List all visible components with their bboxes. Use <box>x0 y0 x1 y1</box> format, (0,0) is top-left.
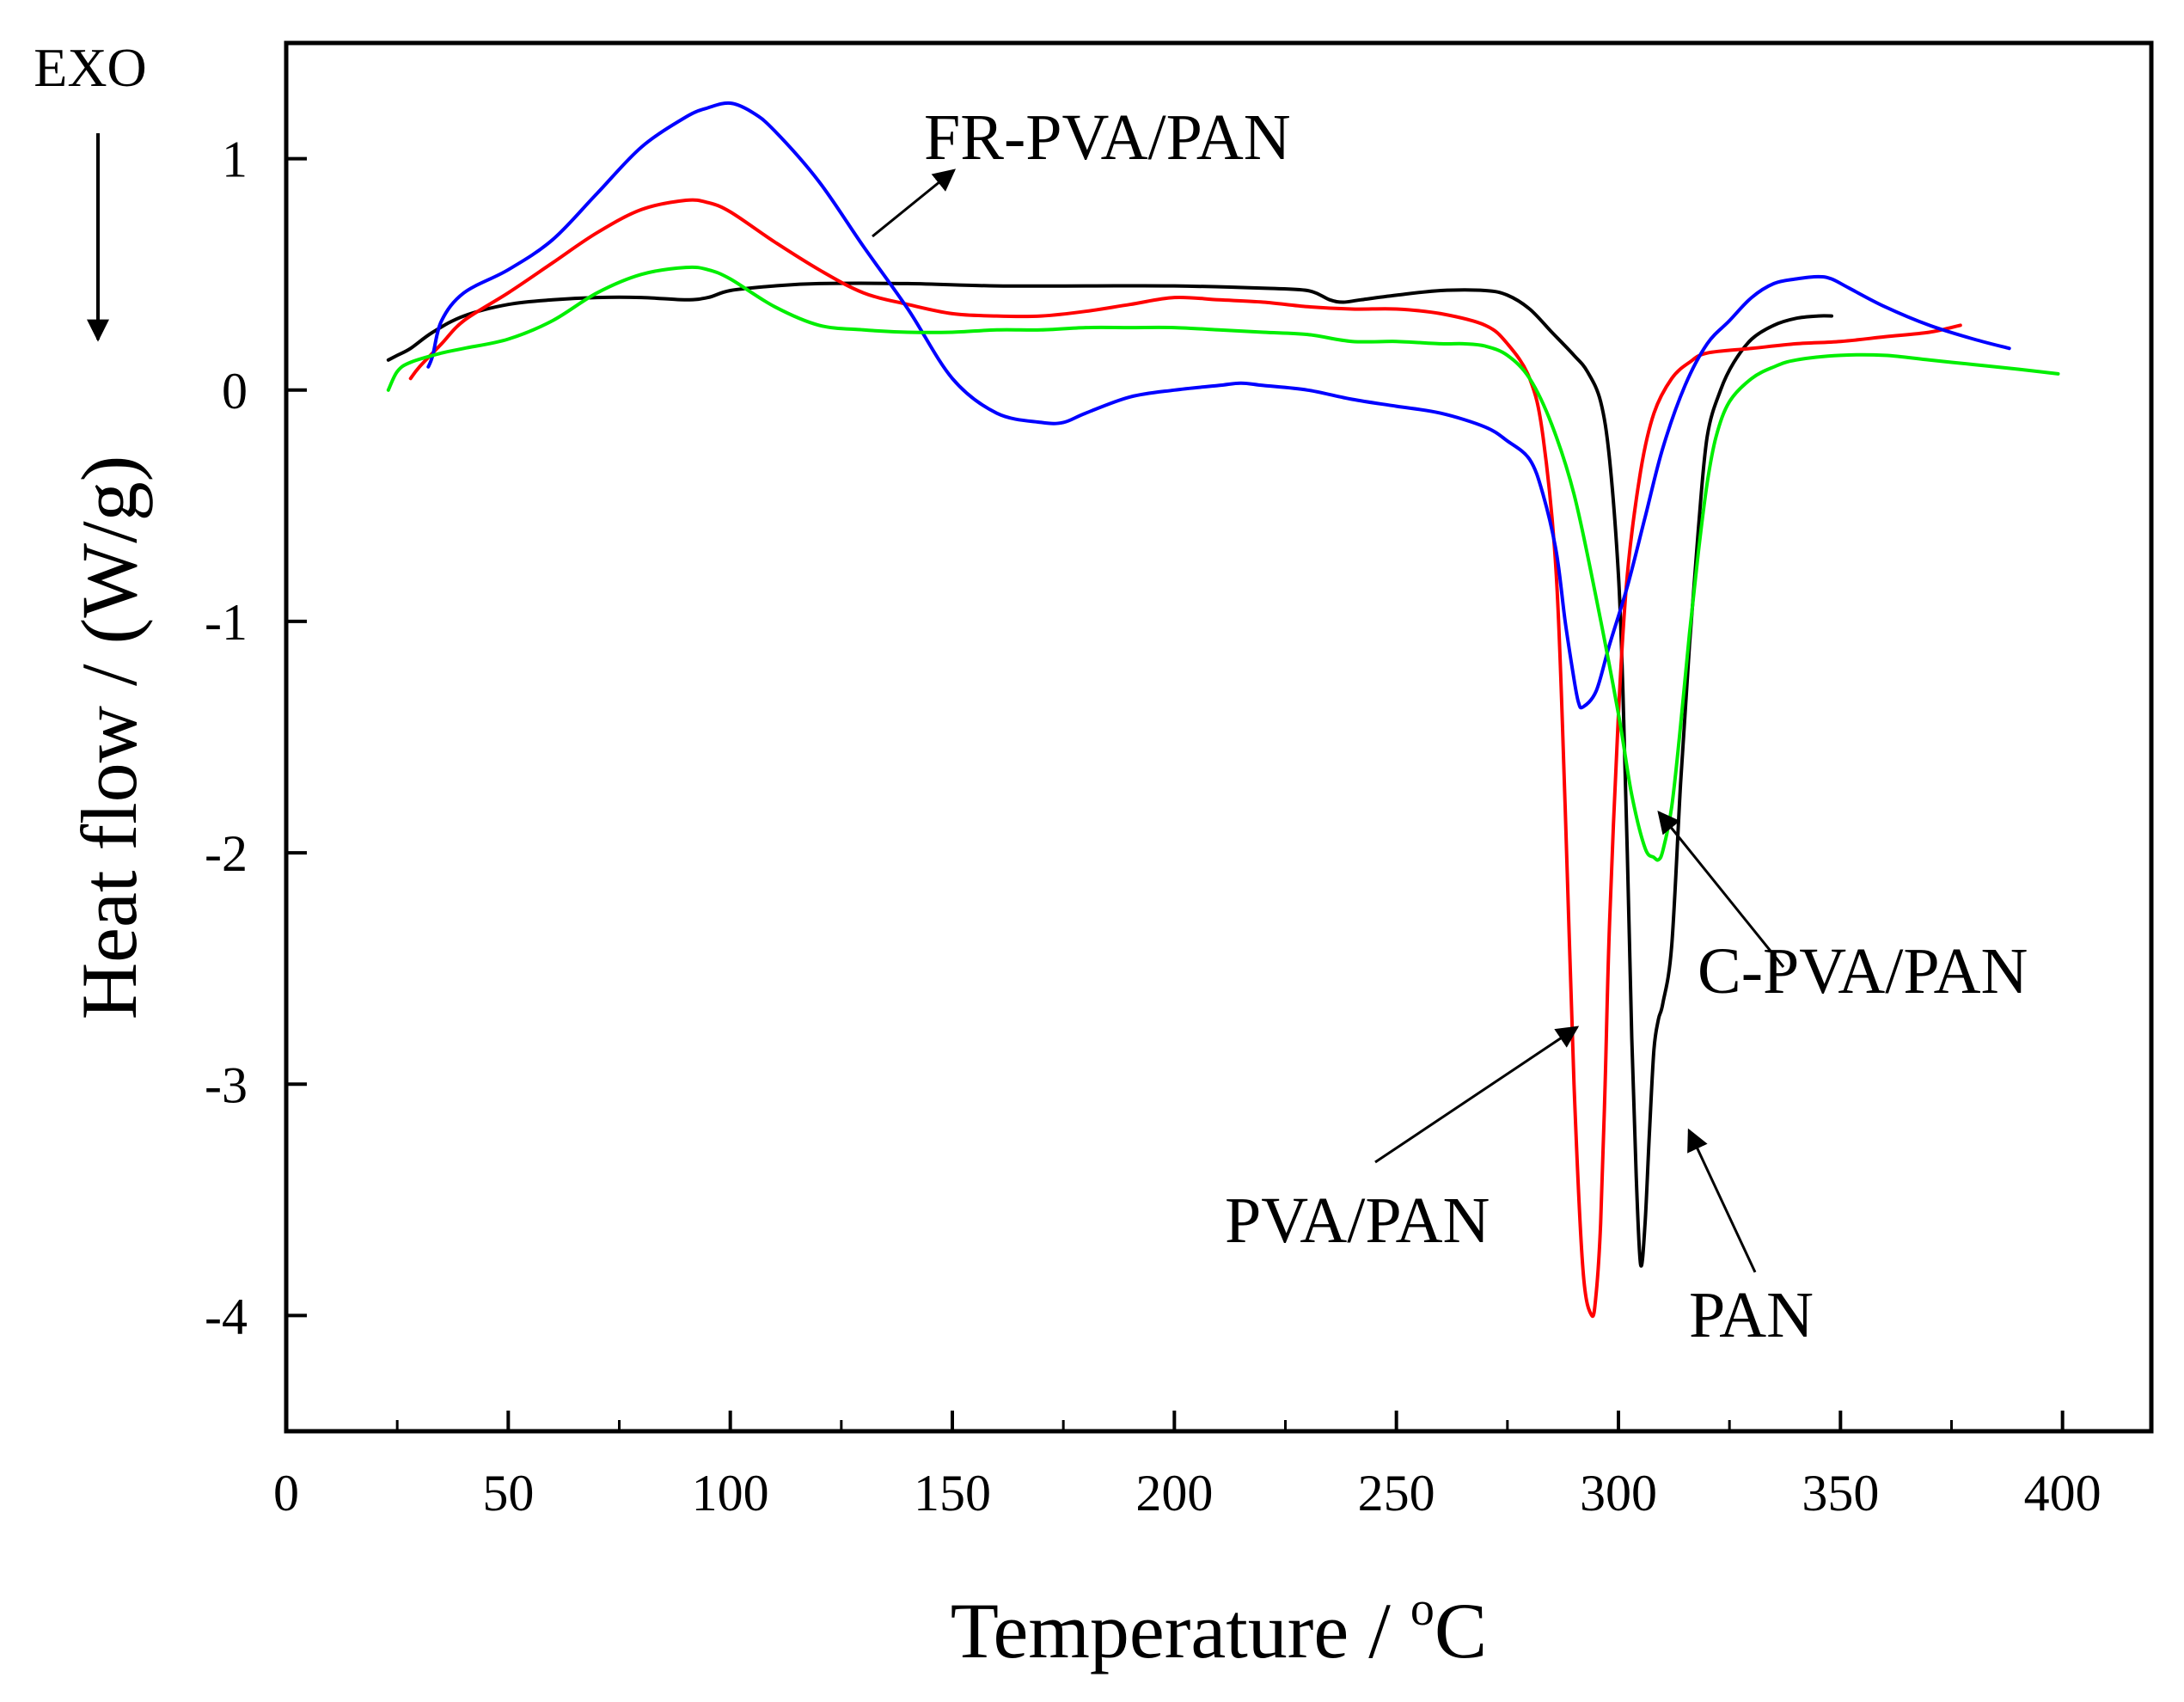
exo-label: EXO <box>34 37 147 98</box>
annotation-pan: PAN <box>1689 1279 1814 1351</box>
series-line-pva-pan <box>408 198 1962 1319</box>
x-tick-label-0: 0 <box>273 1465 299 1521</box>
x-tick-label-150: 150 <box>914 1465 991 1521</box>
annotation-pva-pan: PVA/PAN <box>1225 1185 1490 1257</box>
series-layer <box>386 101 2060 1319</box>
y-axis-ticks <box>286 156 307 1318</box>
annotation-arrow-c-pva-pan <box>1657 810 1785 968</box>
y-tick-label--1: -1 <box>205 594 248 651</box>
annotation-arrow-pva-pan <box>1374 1025 1580 1164</box>
x-axis-title-main: Temperature / <box>951 1587 1410 1674</box>
series-line-fr-pva-pan <box>426 101 2011 710</box>
series-line-pan <box>386 281 1833 1268</box>
y-tick-label-1: 1 <box>222 132 248 188</box>
x-tick-label-200: 200 <box>1135 1465 1213 1521</box>
y-axis-title: Heat flow / (W/g) <box>65 456 153 1020</box>
plot-frame <box>284 40 2154 1434</box>
x-tick-label-100: 100 <box>692 1465 769 1521</box>
y-tick-label--3: -3 <box>205 1056 248 1113</box>
y-tick-label-0: 0 <box>222 363 248 419</box>
x-axis-title-unit: C <box>1435 1587 1487 1674</box>
x-axis-ticks <box>284 1411 2065 1431</box>
annotation-fr-pva-pan: FR-PVA/PAN <box>924 101 1291 174</box>
x-axis-title: Temperature / oC <box>951 1583 1487 1674</box>
x-tick-label-250: 250 <box>1358 1465 1435 1521</box>
annotation-arrow-fr-pva-pan <box>872 168 957 238</box>
annotation-c-pva-pan: C-PVA/PAN <box>1698 935 2028 1007</box>
y-tick-label--2: -2 <box>205 825 248 882</box>
y-tick-label--4: -4 <box>205 1288 248 1344</box>
x-tick-label-350: 350 <box>1802 1465 1879 1521</box>
annotation-arrow-pan <box>1687 1128 1757 1273</box>
x-tick-label-400: 400 <box>2024 1465 2101 1521</box>
y-axis-tick-labels: 1 0 -1 -2 -3 -4 <box>205 132 248 1345</box>
x-axis-title-degree: o <box>1410 1583 1435 1636</box>
x-tick-label-50: 50 <box>482 1465 534 1521</box>
series-line-c-pva-pan <box>386 265 2060 862</box>
x-axis-tick-labels: 0 50 100 150 200 250 300 350 400 <box>273 1465 2101 1521</box>
x-tick-label-300: 300 <box>1580 1465 1657 1521</box>
